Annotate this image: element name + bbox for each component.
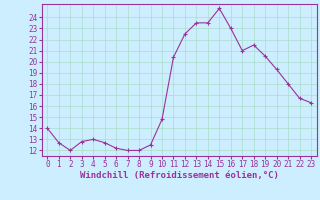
X-axis label: Windchill (Refroidissement éolien,°C): Windchill (Refroidissement éolien,°C)	[80, 171, 279, 180]
